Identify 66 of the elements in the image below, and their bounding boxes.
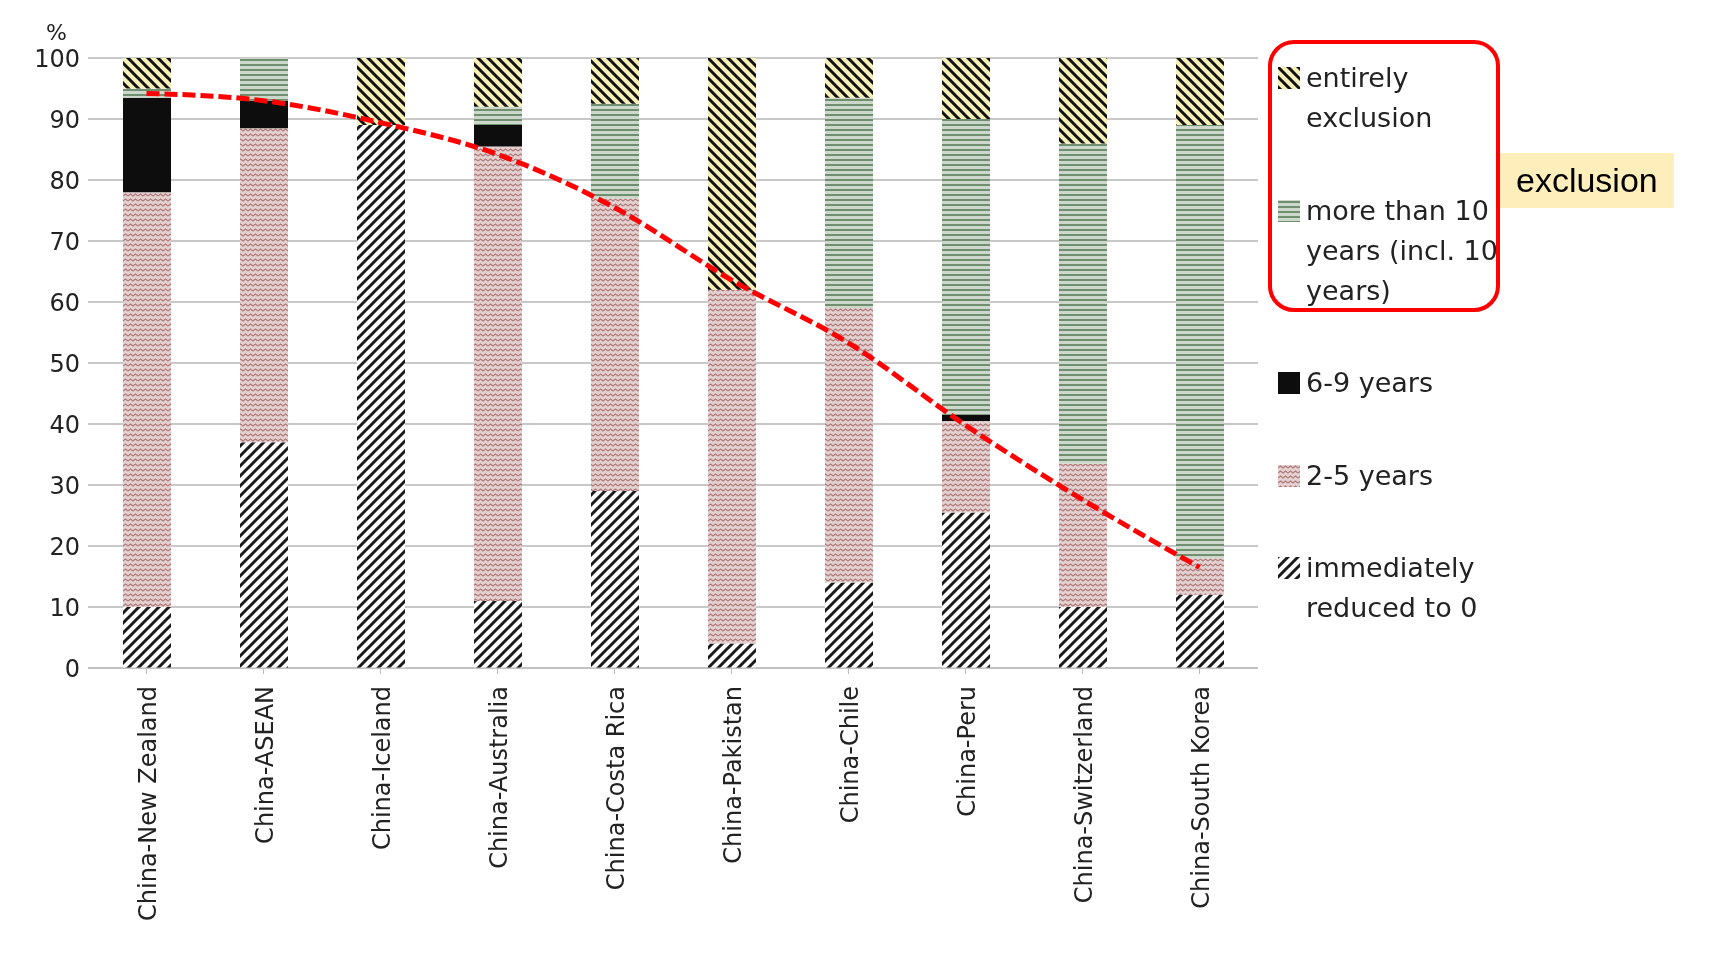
y-tick-label: 50 [49, 349, 80, 378]
legend-label: immediately reduced to 0 [1306, 551, 1479, 625]
x-tick-label: China-Switzerland [1069, 686, 1098, 904]
bar [123, 97, 171, 193]
bar [474, 146, 522, 601]
bar [123, 607, 171, 668]
x-tick-label: China-Pakistan [718, 686, 747, 864]
bar [825, 582, 873, 668]
bar [708, 289, 756, 644]
bar [591, 491, 639, 668]
x-tick-label: China-Iceland [367, 686, 396, 851]
bar [1059, 607, 1107, 668]
bar [591, 58, 639, 104]
bar [123, 192, 171, 607]
bar [123, 58, 171, 89]
legend-label: 6-9 years [1306, 366, 1433, 400]
y-tick-label: 90 [49, 105, 80, 134]
bar [474, 58, 522, 107]
legend-label: 2-5 years [1306, 458, 1433, 493]
bar [1059, 463, 1107, 607]
legend-label: entirely exclusion [1306, 61, 1434, 135]
bar [591, 103, 639, 199]
bar [357, 58, 405, 126]
y-tick-label: 100 [34, 44, 80, 73]
bar [1176, 125, 1224, 559]
bar [1059, 58, 1107, 144]
bar [240, 128, 288, 443]
bar [1176, 594, 1224, 668]
bar [825, 308, 873, 583]
bar [825, 97, 873, 309]
x-tick-label: China-Chile [835, 686, 864, 824]
bar [708, 643, 756, 668]
y-tick-label: 10 [49, 593, 80, 622]
bar [708, 58, 756, 290]
x-tick-label: China-Australia [484, 686, 513, 869]
y-tick-label: 60 [49, 288, 80, 317]
bar [591, 198, 639, 492]
bar [474, 600, 522, 668]
bar [942, 420, 990, 513]
y-tick-label: 70 [49, 227, 80, 256]
x-tick-label: China-New Zealand [133, 686, 162, 921]
y-tick-label: 30 [49, 471, 80, 500]
bar [942, 512, 990, 668]
y-tick-label: 0 [64, 654, 80, 683]
y-tick-label: 80 [49, 166, 80, 195]
bar [942, 58, 990, 119]
bar [1176, 58, 1224, 126]
legend-label: more than 10 years (incl. 10 years) [1306, 193, 1499, 308]
bar [240, 58, 288, 101]
bar [1059, 143, 1107, 464]
y-tick-label: 40 [49, 410, 80, 439]
bar [942, 119, 990, 415]
x-tick-label: China-ASEAN [250, 686, 279, 844]
bar [474, 106, 522, 126]
y-tick-label: 20 [49, 532, 80, 561]
bar [474, 125, 522, 147]
x-tick-label: China-South Korea [1186, 686, 1215, 909]
x-tick-label: China-Peru [952, 686, 981, 817]
bar [825, 58, 873, 98]
bar [357, 125, 405, 668]
text: exclusion [1500, 153, 1674, 208]
bar [240, 442, 288, 668]
bar [1176, 558, 1224, 595]
x-tick-label: China-Costa Rica [601, 686, 630, 891]
y-axis-title: % [46, 20, 67, 45]
bar [240, 100, 288, 129]
